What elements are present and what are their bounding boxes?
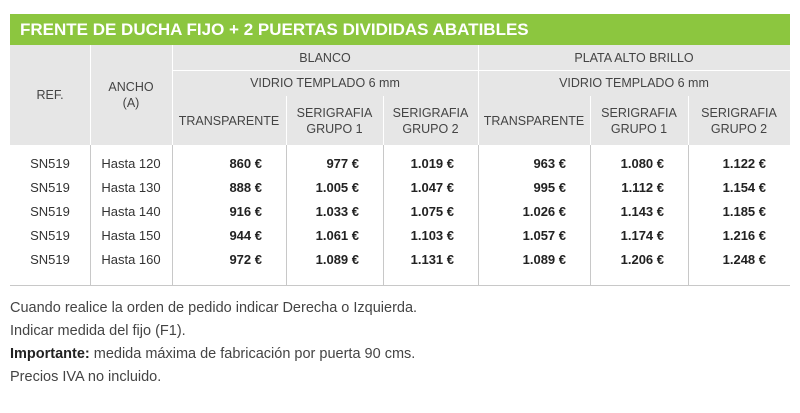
note-text: Cuando realice la orden de pedido indica…	[10, 300, 418, 316]
group-name: PLATA ALTO BRILLO	[478, 45, 790, 70]
note-text: Precios IVA no incluido.	[10, 369, 162, 385]
price-cell: 1.047 €	[410, 180, 454, 195]
column-header: SERIGRAFIA GRUPO 1	[590, 96, 688, 145]
price-cell: 1.206 €	[620, 252, 664, 267]
header-divider	[90, 45, 91, 145]
column-header: SERIGRAFIA GRUPO 2	[688, 96, 790, 145]
ref-header: REF.	[10, 45, 90, 145]
price-cell: 995 €	[533, 180, 566, 195]
note-text: medida máxima de fabricación por puerta …	[93, 346, 416, 362]
note-text: Indicar medida del fijo (F1).	[10, 323, 186, 339]
header-divider	[688, 96, 689, 145]
note: Importante: medida máxima de fabricación …	[10, 346, 415, 362]
price-cell: 1.112 €	[621, 180, 664, 195]
header-divider	[478, 45, 479, 145]
note-emphasis: Importante:	[10, 346, 90, 362]
column-header: TRANSPARENTE	[172, 96, 286, 145]
row-label: SN519	[30, 180, 70, 195]
row-label: Hasta 140	[101, 204, 161, 219]
row-label: SN519	[30, 156, 70, 171]
price-cell: 944 €	[229, 228, 262, 243]
row-label: SN519	[30, 252, 70, 267]
price-cell: 1.248 €	[722, 252, 766, 267]
column-divider	[172, 145, 173, 285]
column-header: TRANSPARENTE	[478, 96, 590, 145]
column-header: SERIGRAFIA GRUPO 2	[383, 96, 478, 145]
ancho-line: (A)	[122, 96, 140, 110]
price-cell: 1.216 €	[722, 228, 766, 243]
column-header: SERIGRAFIA GRUPO 1	[286, 96, 383, 145]
header-divider	[172, 45, 173, 145]
row-label: Hasta 150	[101, 228, 161, 243]
price-cell: 963 €	[533, 156, 566, 171]
price-cell: 1.033 €	[315, 204, 359, 219]
header-divider	[590, 96, 591, 145]
column-divider	[590, 145, 591, 285]
row-label: SN519	[30, 204, 70, 219]
column-divider	[688, 145, 689, 285]
title-bar: FRENTE DE DUCHA FIJO + 2 PUERTAS DIVIDID…	[10, 14, 790, 45]
price-cell: 860 €	[229, 156, 262, 171]
price-cell: 1.019 €	[410, 156, 454, 171]
group-name: BLANCO	[172, 45, 478, 70]
column-divider	[383, 145, 384, 285]
column-divider	[90, 145, 91, 285]
price-cell: 1.080 €	[620, 156, 664, 171]
price-cell: 977 €	[326, 156, 359, 171]
price-cell: 1.103 €	[410, 228, 454, 243]
header-divider	[286, 96, 287, 145]
row-label: Hasta 160	[101, 252, 161, 267]
row-label: SN519	[30, 228, 70, 243]
table-bottom	[10, 285, 790, 286]
price-cell: 1.174 €	[620, 228, 664, 243]
row-label: Hasta 120	[101, 156, 161, 171]
price-cell: 1.005 €	[315, 180, 359, 195]
price-cell: 916 €	[229, 204, 262, 219]
price-cell: 1.089 €	[522, 252, 566, 267]
note: Cuando realice la orden de pedido indica…	[10, 300, 417, 316]
price-cell: 1.057 €	[522, 228, 566, 243]
price-cell: 1.075 €	[410, 204, 454, 219]
price-cell: 1.122 €	[722, 156, 766, 171]
price-cell: 1.026 €	[522, 204, 566, 219]
column-divider	[286, 145, 287, 285]
price-cell: 1.089 €	[315, 252, 359, 267]
price-cell: 1.154 €	[722, 180, 766, 195]
ancho-line: ANCHO	[108, 80, 154, 94]
price-cell: 1.061 €	[315, 228, 359, 243]
header-rule	[478, 70, 790, 71]
ancho-header: ANCHO (A)	[90, 45, 172, 145]
price-cell: 1.131 €	[410, 252, 454, 267]
header-divider	[383, 96, 384, 145]
note: Indicar medida del fijo (F1).	[10, 323, 186, 339]
price-cell: 888 €	[229, 180, 262, 195]
glass-type: VIDRIO TEMPLADO 6 mm	[478, 70, 790, 96]
glass-type: VIDRIO TEMPLADO 6 mm	[172, 70, 478, 96]
note: Precios IVA no incluido.	[10, 369, 161, 385]
price-cell: 972 €	[229, 252, 262, 267]
header-rule	[172, 70, 478, 71]
row-label: Hasta 130	[101, 180, 161, 195]
price-cell: 1.185 €	[722, 204, 766, 219]
column-divider	[478, 145, 479, 285]
price-cell: 1.143 €	[620, 204, 664, 219]
